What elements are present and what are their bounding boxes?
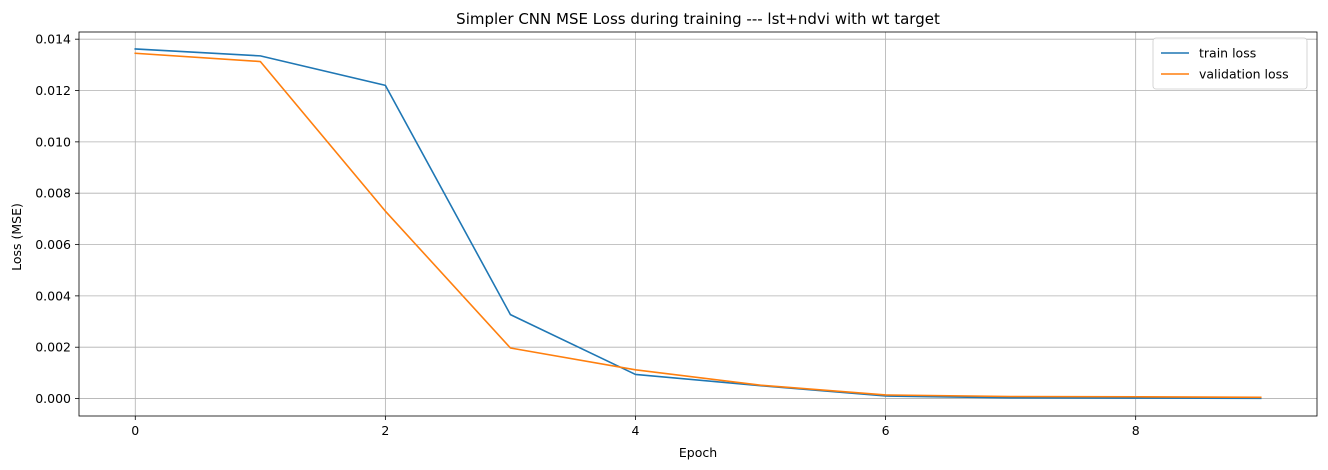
x-tick-label: 4 <box>631 423 639 438</box>
legend-label: train loss <box>1199 46 1256 61</box>
x-tick-label: 2 <box>381 423 389 438</box>
chart-title: Simpler CNN MSE Loss during training ---… <box>456 10 940 28</box>
x-tick-label: 8 <box>1132 423 1140 438</box>
validation-loss-line <box>134 52 1262 399</box>
x-tick-label: 0 <box>131 423 139 438</box>
train-loss-line <box>134 48 1262 400</box>
y-tick-label: 0.000 <box>35 391 71 406</box>
y-tick-label: 0.012 <box>35 83 71 98</box>
y-axis-label: Loss (MSE) <box>9 203 24 271</box>
y-tick-label: 0.008 <box>35 186 71 201</box>
x-tick-label: 6 <box>882 423 890 438</box>
y-tick-label: 0.006 <box>35 237 71 252</box>
x-axis-label: Epoch <box>679 445 717 460</box>
y-tick-label: 0.004 <box>35 288 71 303</box>
ticks-layer: 0 2 4 6 8 0.000 0.002 0.004 0.006 0.008 0.010 0.012… <box>35 32 1139 438</box>
grid-layer <box>79 32 1317 416</box>
legend-label: validation loss <box>1199 67 1289 82</box>
y-tick-label: 0.014 <box>35 32 71 47</box>
legend-box <box>1152 37 1308 90</box>
y-tick-label: 0.002 <box>35 340 71 355</box>
legend: train loss validation loss <box>1152 37 1308 90</box>
series-layer <box>134 48 1262 400</box>
y-tick-label: 0.010 <box>35 134 71 149</box>
plot-frame <box>78 31 1318 417</box>
